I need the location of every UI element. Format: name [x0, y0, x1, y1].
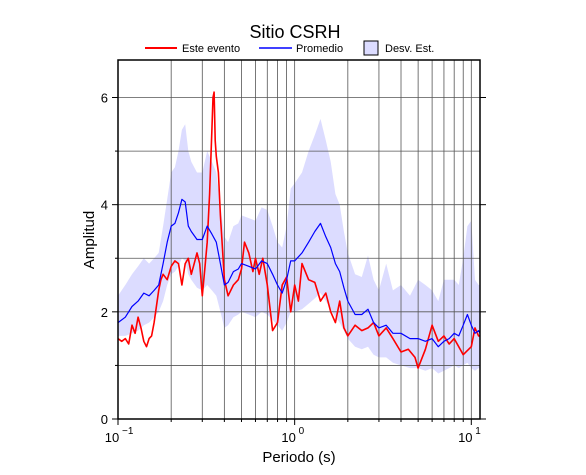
legend: Este evento Promedio Desv. Est. — [145, 40, 434, 56]
series-line-promedio — [117, 198, 481, 348]
y-tick-label: 0 — [101, 412, 108, 427]
x-axis-label: Periodo (s) — [262, 449, 335, 466]
x-tick-exponent: 1 — [475, 426, 481, 437]
legend-swatch-desv-est — [363, 40, 379, 56]
x-tick-exponent: −1 — [122, 426, 134, 437]
x-tick-exponent: 0 — [299, 426, 305, 437]
legend-label-promedio: Promedio — [296, 43, 343, 55]
chart-title: Sitio CSRH — [249, 22, 340, 42]
x-tick-label: 10 — [105, 430, 119, 445]
y-tick-label: 2 — [101, 305, 108, 320]
y-tick-label: 6 — [101, 91, 108, 106]
y-axis-label: Amplitud — [81, 211, 98, 269]
legend-label-este-evento: Este evento — [182, 43, 240, 55]
plot-frame — [117, 59, 481, 420]
x-tick-label: 10 — [281, 430, 295, 445]
x-tick-label: 10 — [458, 430, 472, 445]
y-tick-label: 4 — [101, 198, 108, 213]
std-dev-band — [118, 118, 480, 374]
series-line-este-evento — [117, 91, 480, 369]
legend-label-desv-est: Desv. Est. — [385, 43, 434, 55]
